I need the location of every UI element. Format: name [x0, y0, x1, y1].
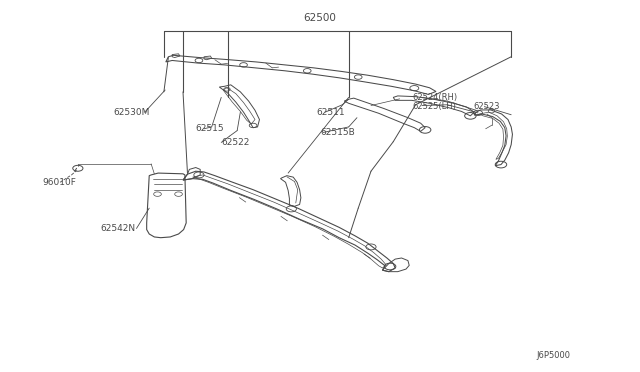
Text: 62522: 62522: [221, 138, 250, 147]
Text: 62515B: 62515B: [320, 128, 355, 137]
Text: J6P5000: J6P5000: [537, 350, 571, 360]
Text: 62511: 62511: [317, 108, 346, 117]
Text: 62500: 62500: [303, 13, 337, 23]
Text: 96010F: 96010F: [43, 178, 77, 187]
Text: 62525(LH): 62525(LH): [412, 102, 456, 111]
Text: 62542N: 62542N: [100, 224, 135, 233]
Text: 62523: 62523: [473, 102, 499, 111]
Text: 62530M: 62530M: [113, 108, 149, 117]
Text: 62524(RH): 62524(RH): [412, 93, 458, 102]
Text: 62515: 62515: [196, 124, 225, 133]
